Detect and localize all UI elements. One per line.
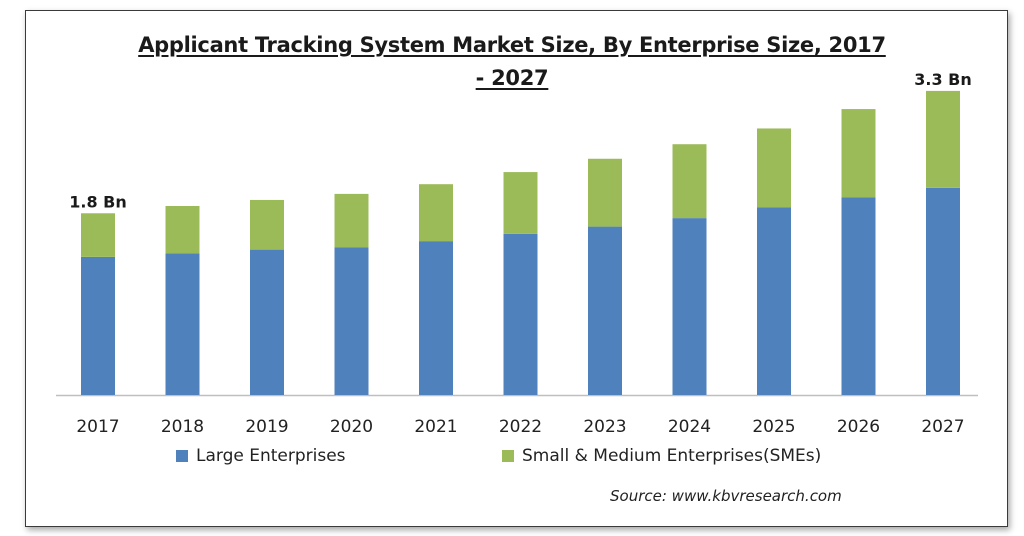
- legend-item-smes: Small & Medium Enterprises(SMEs): [502, 446, 821, 466]
- x-tick-label-2024: 2024: [668, 417, 711, 437]
- x-tick-label-2022: 2022: [499, 417, 542, 437]
- x-tick-label-2021: 2021: [414, 417, 457, 437]
- x-tick-label-2023: 2023: [583, 417, 626, 437]
- x-tick-label-2026: 2026: [837, 417, 880, 437]
- bar-large-2023: [588, 226, 622, 395]
- legend-swatch-large-enterprises: [176, 450, 188, 462]
- x-tick-label-2019: 2019: [245, 417, 288, 437]
- bar-smes-2022: [503, 172, 538, 234]
- bar-smes-2026: [841, 109, 876, 198]
- x-tick-label-2018: 2018: [161, 417, 204, 437]
- bar-smes-2019: [250, 199, 284, 250]
- data-label-2017: 1.8 Bn: [69, 192, 127, 211]
- x-tick-label-2025: 2025: [752, 417, 795, 437]
- bar-large-2027: [926, 187, 960, 395]
- bar-smes-2023: [588, 158, 622, 227]
- chart-title-line-1: Applicant Tracking System Market Size, B…: [138, 33, 886, 57]
- bar-large-2018: [165, 253, 200, 395]
- bar-smes-2017: [81, 213, 115, 257]
- bar-smes-2027: [926, 90, 960, 188]
- x-tick-label-2027: 2027: [921, 417, 964, 437]
- bar-large-2017: [81, 256, 115, 395]
- bar-smes-2024: [672, 144, 707, 219]
- legend-swatch-smes: [502, 450, 514, 462]
- source-note: Source: www.kbvresearch.com: [610, 487, 842, 505]
- bar-large-2019: [250, 249, 284, 395]
- bar-smes-2021: [419, 184, 453, 242]
- bar-smes-2025: [757, 128, 791, 208]
- legend-label-smes: Small & Medium Enterprises(SMEs): [522, 446, 822, 466]
- bar-large-2022: [503, 233, 538, 395]
- bar-smes-2018: [165, 206, 200, 254]
- x-tick-label-2017: 2017: [76, 417, 119, 437]
- bar-large-2020: [334, 247, 369, 395]
- bar-large-2026: [841, 197, 876, 395]
- bar-smes-2020: [334, 193, 369, 248]
- data-label-2027: 3.3 Bn: [914, 70, 972, 89]
- bar-large-2021: [419, 241, 453, 395]
- legend-label-large-enterprises: Large Enterprises: [196, 446, 346, 466]
- bar-large-2025: [757, 207, 791, 395]
- legend-item-large-enterprises: Large Enterprises: [176, 446, 346, 466]
- bar-large-2024: [672, 218, 707, 395]
- x-tick-label-2020: 2020: [330, 417, 373, 437]
- chart-title-line-2: - 2027: [475, 66, 549, 90]
